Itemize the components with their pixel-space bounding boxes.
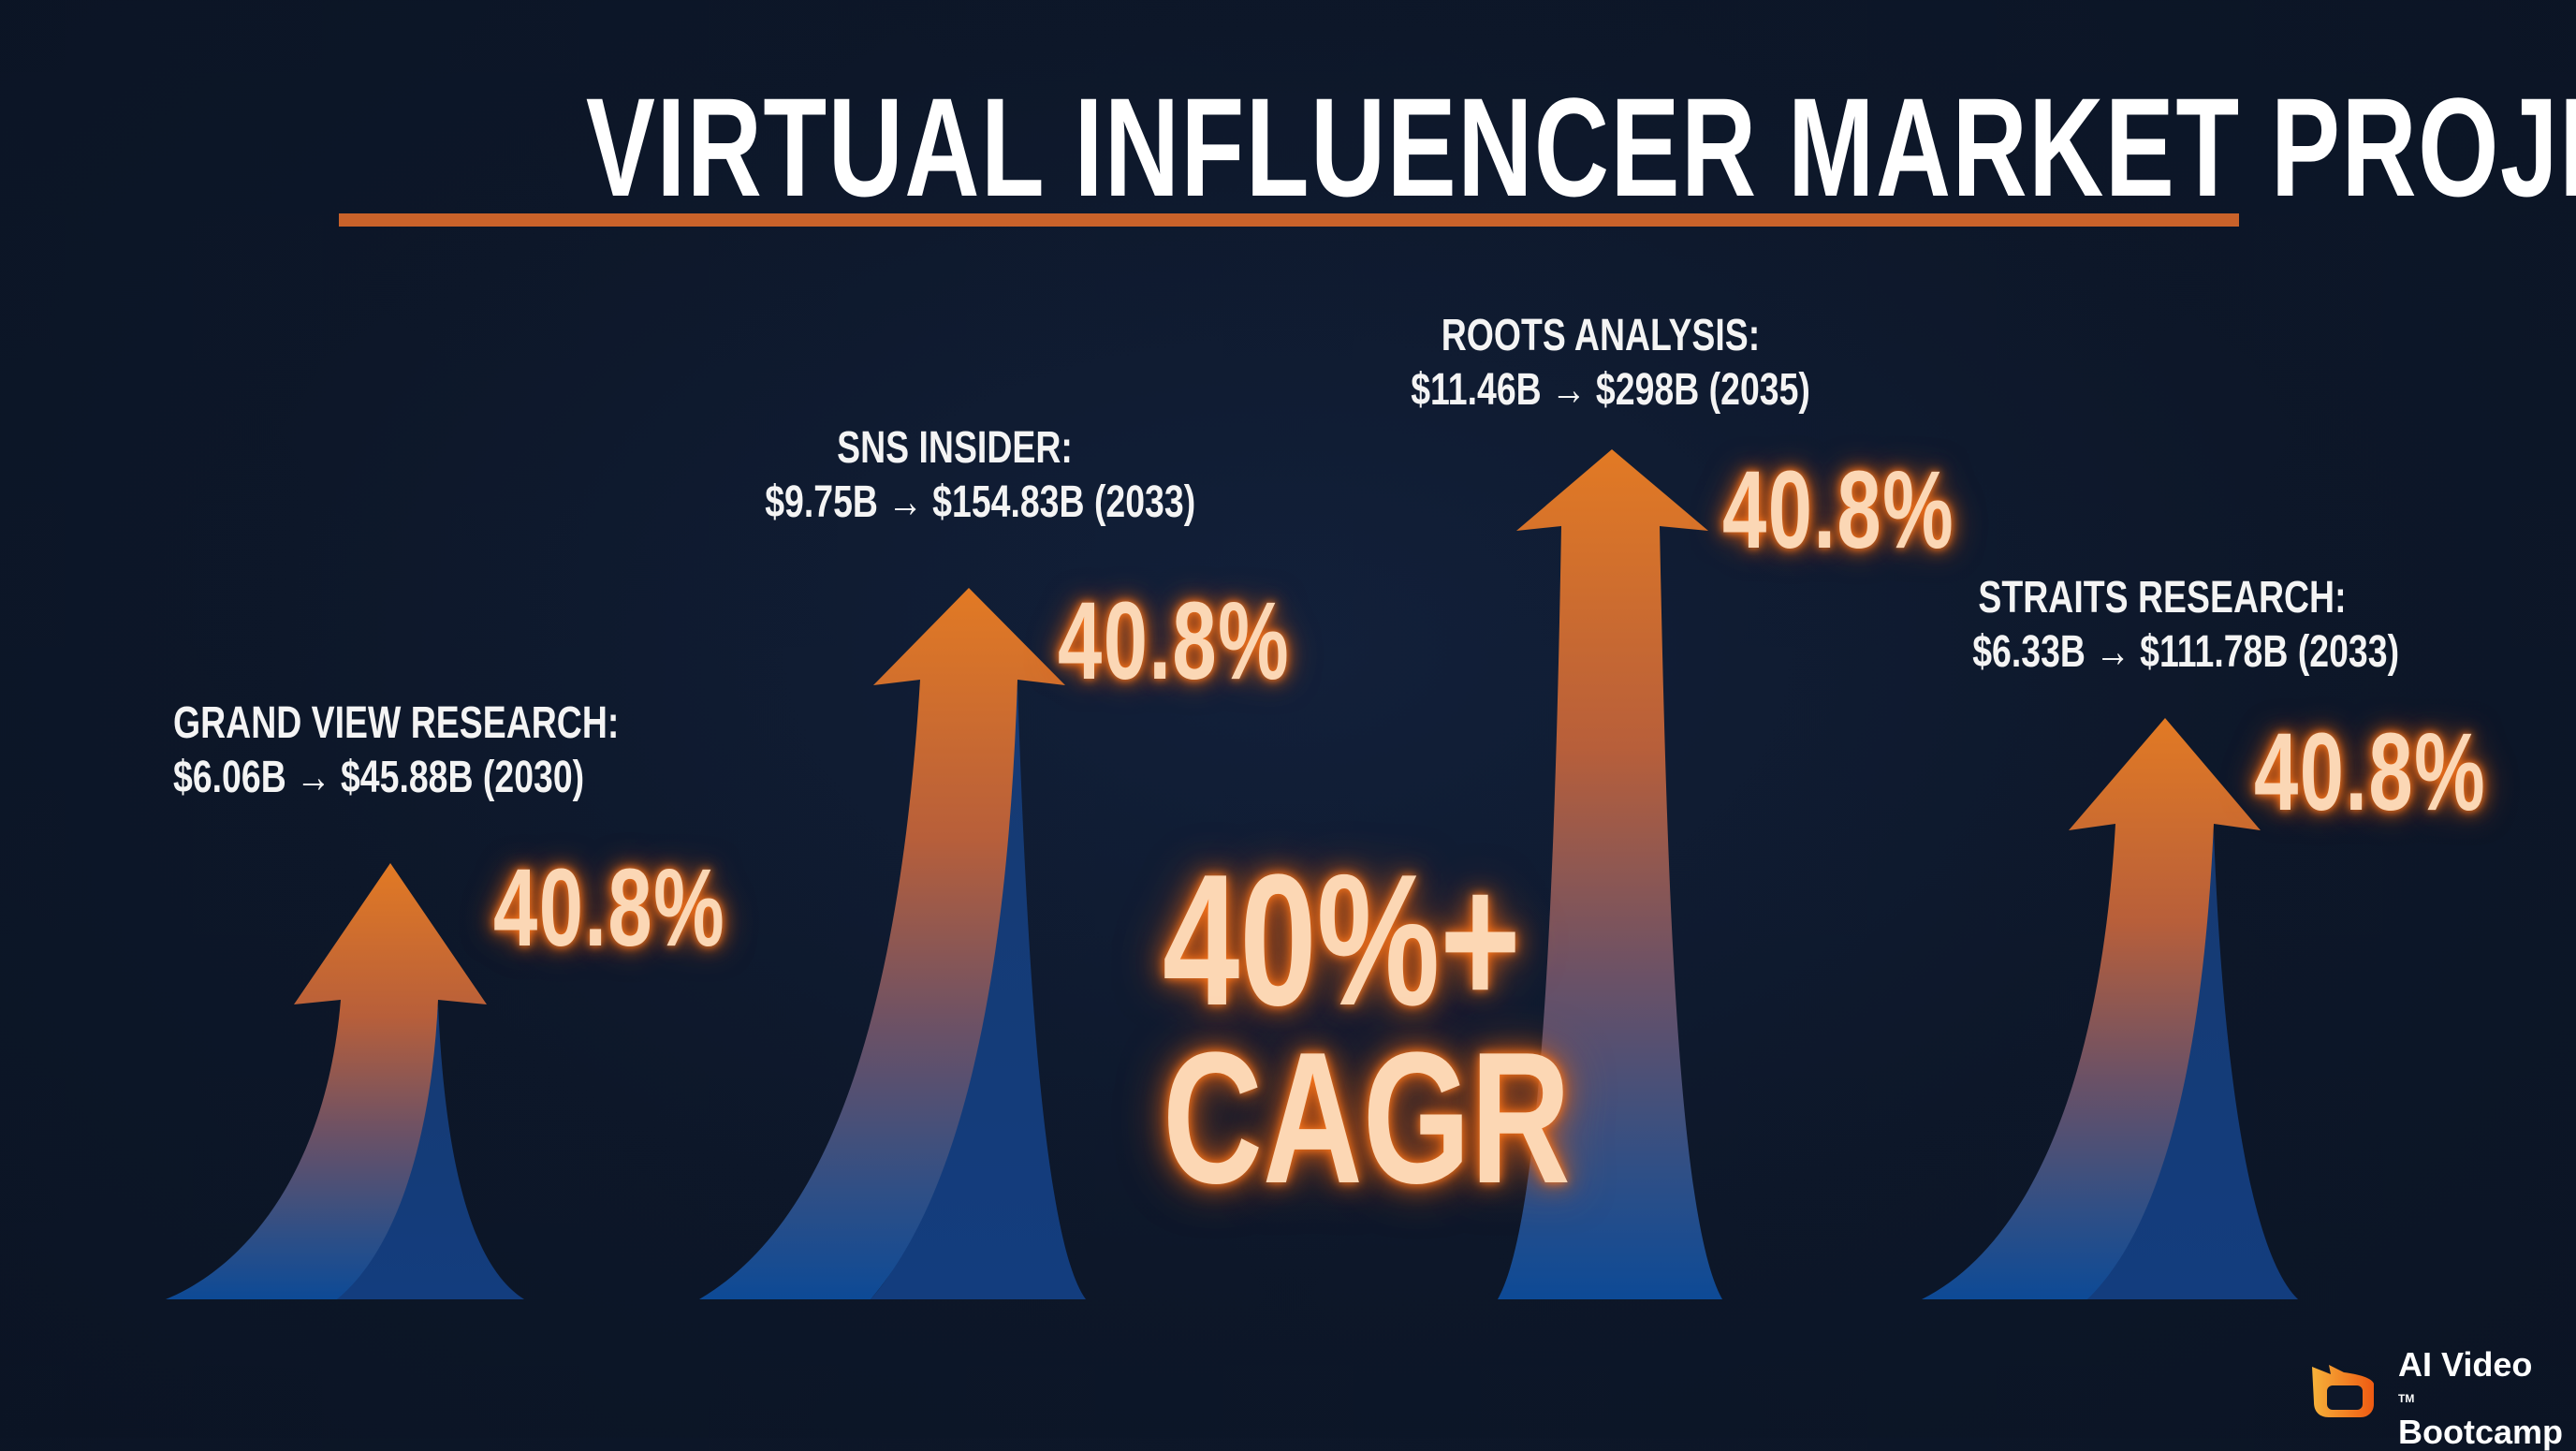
logo-line1: AI Video (2398, 1345, 2533, 1384)
arrow-straits-research (1922, 718, 2298, 1299)
headline-line2: CAGR (1163, 1014, 1571, 1223)
forecast-label-straits-research: STRAITS RESEARCH: $6.33B → $111.78B (203… (1972, 571, 2400, 680)
market-range: $9.75B → $154.83B (2033) (765, 477, 1196, 527)
cagr-value-straits-research: 40.8% (2254, 711, 2487, 834)
brand-logo-text: AI Video TM Bootcamp (2398, 1348, 2563, 1449)
market-range: $11.46B → $298B (2035) (1411, 365, 1810, 415)
market-range: $6.33B → $111.78B (2033) (1972, 627, 2400, 677)
trademark: TM (2398, 1392, 2415, 1405)
cagr-value-grand-view: 40.8% (493, 846, 726, 970)
headline-cagr: 40%+ CAGR (1163, 836, 1571, 1223)
source-name: STRAITS RESEARCH: (1978, 573, 2347, 623)
headline-line1: 40%+ (1163, 836, 1521, 1045)
source-name: SNS INSIDER: (837, 423, 1073, 473)
market-range: $6.06B → $45.88B (2030) (173, 753, 585, 802)
forecast-label-sns-insider: SNS INSIDER: $9.75B → $154.83B (2033) (765, 421, 1196, 530)
title-underline (339, 213, 2239, 227)
forecast-label-grand-view: GRAND VIEW RESEARCH: $6.06B → $45.88B (2… (173, 696, 620, 805)
forecast-label-roots-analysis: ROOTS ANALYSIS: $11.46B → $298B (2035) (1411, 309, 1810, 418)
cagr-value-roots-analysis: 40.8% (1722, 448, 1955, 572)
arrow-sns-insider (699, 588, 1086, 1299)
flame-tv-icon (2312, 1365, 2374, 1417)
logo-line2: Bootcamp (2398, 1413, 2564, 1451)
arrow-roots-analysis (1498, 449, 1722, 1299)
arrow-grand-view (166, 863, 524, 1299)
cagr-value-sns-insider: 40.8% (1058, 579, 1291, 703)
source-name: GRAND VIEW RESEARCH: (173, 698, 620, 748)
source-name: ROOTS ANALYSIS: (1441, 311, 1761, 360)
